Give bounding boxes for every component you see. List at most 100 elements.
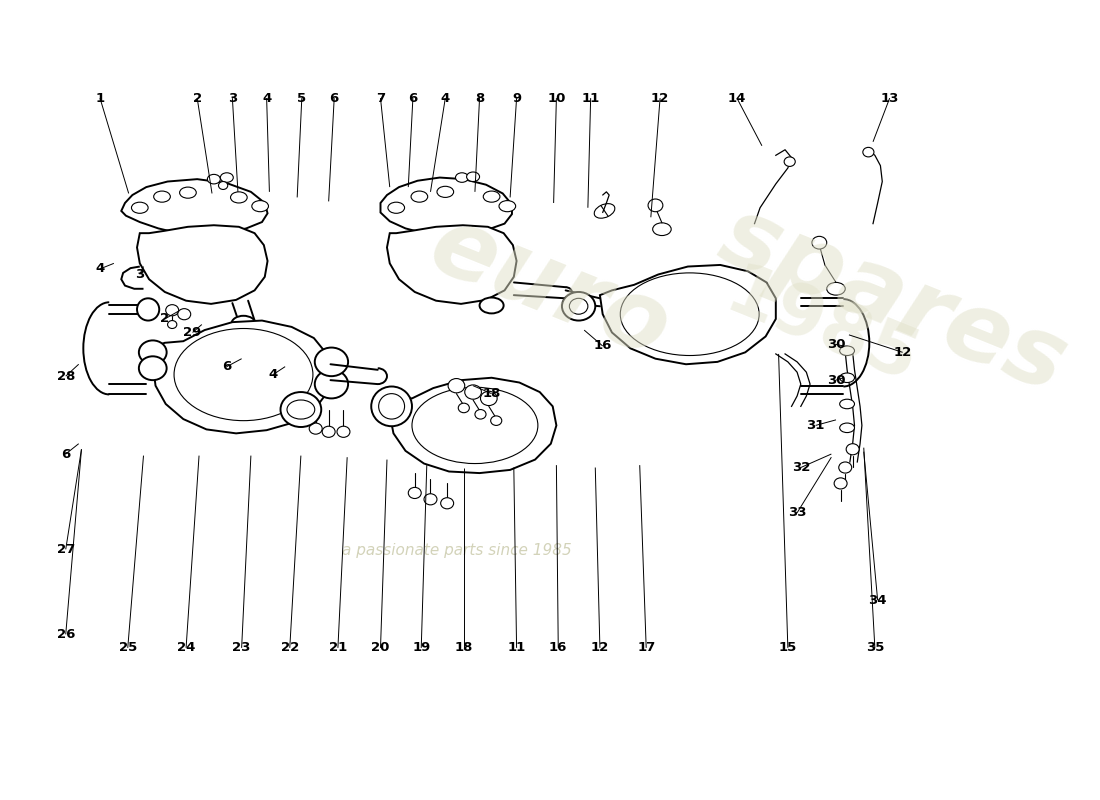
Text: a passionate parts since 1985: a passionate parts since 1985 [341, 543, 571, 558]
Ellipse shape [412, 387, 538, 463]
Ellipse shape [466, 172, 480, 182]
Text: 7: 7 [376, 92, 385, 105]
Text: 23: 23 [232, 642, 251, 654]
Ellipse shape [455, 173, 469, 182]
Polygon shape [153, 321, 331, 434]
Ellipse shape [441, 498, 453, 509]
Ellipse shape [337, 426, 350, 438]
Text: 22: 22 [280, 642, 299, 654]
Text: 12: 12 [893, 346, 912, 359]
Ellipse shape [280, 392, 321, 427]
Ellipse shape [648, 199, 663, 212]
Ellipse shape [499, 201, 516, 212]
Polygon shape [600, 265, 775, 364]
Text: 33: 33 [788, 506, 806, 519]
Ellipse shape [315, 370, 348, 398]
Text: 2: 2 [192, 92, 201, 105]
Ellipse shape [166, 305, 178, 316]
Text: euro: euro [417, 199, 683, 378]
Ellipse shape [252, 201, 268, 212]
Ellipse shape [483, 191, 499, 202]
Ellipse shape [594, 204, 615, 218]
Text: 1: 1 [96, 92, 104, 105]
Ellipse shape [309, 423, 322, 434]
Text: 12: 12 [591, 642, 609, 654]
Text: 19: 19 [412, 642, 430, 654]
Text: 3: 3 [228, 92, 236, 105]
Text: 28: 28 [56, 370, 75, 382]
Text: 18: 18 [454, 642, 473, 654]
Text: 26: 26 [56, 628, 75, 641]
Ellipse shape [834, 478, 847, 489]
Ellipse shape [178, 309, 190, 320]
Ellipse shape [388, 202, 405, 214]
Ellipse shape [437, 186, 453, 198]
Text: 4: 4 [96, 262, 104, 275]
Text: 3: 3 [135, 268, 144, 281]
Ellipse shape [139, 356, 166, 380]
Text: 32: 32 [792, 461, 810, 474]
Ellipse shape [315, 347, 348, 376]
Polygon shape [121, 266, 143, 289]
Ellipse shape [491, 416, 502, 426]
Polygon shape [381, 178, 512, 234]
Text: 20: 20 [372, 642, 389, 654]
Ellipse shape [231, 316, 255, 332]
Text: 24: 24 [177, 642, 196, 654]
Ellipse shape [481, 391, 497, 406]
Text: 21: 21 [329, 642, 346, 654]
Ellipse shape [827, 282, 845, 295]
Ellipse shape [179, 187, 196, 198]
Ellipse shape [408, 487, 421, 498]
Text: 6: 6 [330, 92, 339, 105]
Text: 6: 6 [222, 360, 231, 373]
Ellipse shape [167, 321, 177, 329]
Ellipse shape [139, 341, 166, 364]
Ellipse shape [839, 373, 855, 382]
Text: 8: 8 [475, 92, 484, 105]
Ellipse shape [862, 147, 873, 157]
Text: 9: 9 [512, 92, 521, 105]
Ellipse shape [448, 378, 464, 393]
Text: 16: 16 [594, 339, 612, 353]
Text: 12: 12 [651, 92, 669, 105]
Text: 5: 5 [297, 92, 307, 105]
Polygon shape [138, 226, 267, 304]
Ellipse shape [570, 298, 587, 314]
Ellipse shape [459, 403, 470, 413]
Ellipse shape [475, 410, 486, 419]
Text: 15: 15 [779, 642, 798, 654]
Text: 4: 4 [262, 92, 272, 105]
Ellipse shape [839, 423, 855, 433]
Text: 31: 31 [806, 419, 825, 432]
Ellipse shape [219, 182, 228, 190]
Text: 6: 6 [408, 92, 418, 105]
Text: 29: 29 [184, 326, 201, 339]
Ellipse shape [371, 386, 412, 426]
Ellipse shape [839, 462, 851, 473]
Text: 1985: 1985 [716, 259, 928, 398]
Text: 34: 34 [868, 594, 887, 606]
Text: 2: 2 [161, 313, 169, 326]
Ellipse shape [174, 329, 312, 421]
Text: 4: 4 [268, 368, 277, 381]
Text: 14: 14 [728, 92, 746, 105]
Ellipse shape [208, 174, 220, 184]
Ellipse shape [839, 346, 855, 355]
Ellipse shape [322, 426, 335, 438]
Text: 17: 17 [637, 642, 656, 654]
Ellipse shape [784, 157, 795, 166]
Ellipse shape [812, 236, 827, 249]
Text: 10: 10 [547, 92, 565, 105]
Polygon shape [387, 226, 517, 304]
Ellipse shape [411, 191, 428, 202]
Ellipse shape [231, 192, 248, 203]
Text: 11: 11 [507, 642, 526, 654]
Ellipse shape [480, 298, 504, 314]
Ellipse shape [138, 298, 160, 321]
Text: spares: spares [706, 190, 1079, 412]
Ellipse shape [424, 494, 437, 505]
Ellipse shape [220, 173, 233, 182]
Ellipse shape [378, 394, 405, 419]
Ellipse shape [132, 202, 148, 214]
